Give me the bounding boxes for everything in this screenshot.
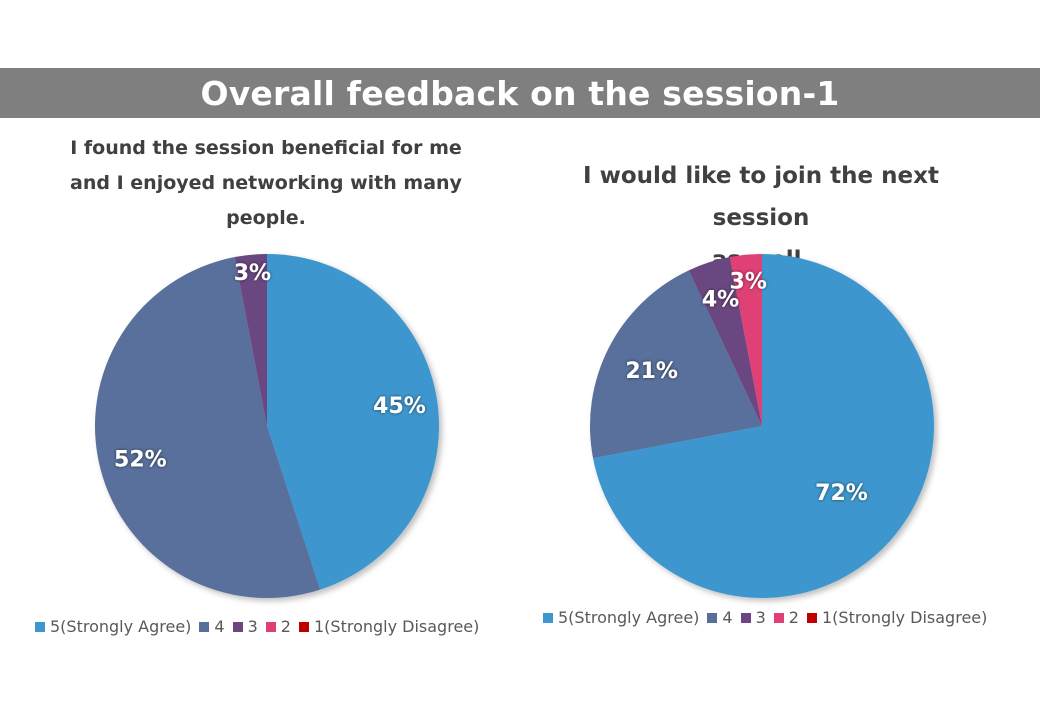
data-label-left-5-strongly-agree: 45%	[373, 394, 426, 419]
legend-swatch	[265, 621, 276, 632]
legend-label: 1(Strongly Disagree)	[821, 608, 988, 627]
header-banner: Overall feedback on the session-1	[0, 68, 1040, 118]
legend-swatch	[35, 621, 45, 632]
legend-swatch	[199, 621, 210, 632]
legend-swatch	[707, 612, 718, 623]
pie-chart-right: 72% 21% 4%3%	[590, 254, 934, 598]
page-title: Overall feedback on the session-1	[200, 73, 840, 113]
pie-slice-right-4	[590, 270, 762, 459]
legend-item-2: 2	[265, 617, 291, 636]
legend-item-1-strongly-disagree: 1(Strongly Disagree)	[806, 608, 988, 627]
legend-swatch	[806, 612, 817, 623]
legend-item-5-strongly-agree: 5(Strongly Agree)	[35, 617, 191, 636]
legend-left: 5(Strongly Agree) 4 3 2 1(Strongly Disagree)	[35, 617, 487, 636]
data-label-right-2: 3%	[730, 269, 767, 294]
legend-item-3: 3	[740, 608, 766, 627]
legend-swatch	[298, 621, 309, 632]
data-label-right-5-strongly-agree: 72%	[815, 481, 868, 506]
data-label-right-3: 4%	[702, 287, 739, 312]
pie-slice-right-3	[688, 257, 762, 426]
legend-label: 5(Strongly Agree)	[50, 617, 192, 636]
legend-right: 5(Strongly Agree) 4 3 2 1(Strongly Disagree)	[543, 608, 995, 627]
chart-title-left: I found the session beneficial for me an…	[70, 137, 462, 229]
data-label-left-4: 52%	[114, 448, 167, 473]
pie-slice-left-3	[234, 254, 267, 426]
legend-item-4: 4	[199, 617, 225, 636]
legend-item-3: 3	[232, 617, 258, 636]
pie-slice-right-2	[729, 254, 762, 426]
legend-item-4: 4	[707, 608, 733, 627]
legend-label: 1(Strongly Disagree)	[313, 617, 480, 636]
legend-swatch	[740, 612, 751, 623]
data-label-right-4: 21%	[625, 359, 678, 384]
legend-item-5-strongly-agree: 5(Strongly Agree)	[543, 608, 699, 627]
legend-label: 3	[247, 617, 258, 636]
legend-label: 4	[214, 617, 225, 636]
data-label-left-3: 3%	[234, 261, 271, 286]
legend-swatch	[232, 621, 243, 632]
pie-slice-left-4	[94, 257, 321, 598]
legend-label: 5(Strongly Agree)	[558, 608, 700, 627]
pie-chart-left: 45% 52% 3%	[94, 254, 439, 598]
pie-slice-right-5-strongly-agree	[593, 254, 934, 598]
legend-label: 4	[722, 608, 733, 627]
legend-label: 3	[755, 608, 766, 627]
legend-item-1-strongly-disagree: 1(Strongly Disagree)	[298, 617, 480, 636]
legend-swatch	[543, 612, 553, 623]
legend-label: 2	[788, 608, 799, 627]
pie-slice-left-5-strongly-agree	[267, 254, 439, 590]
legend-swatch	[773, 612, 784, 623]
legend-item-2: 2	[773, 608, 799, 627]
legend-label: 2	[280, 617, 291, 636]
